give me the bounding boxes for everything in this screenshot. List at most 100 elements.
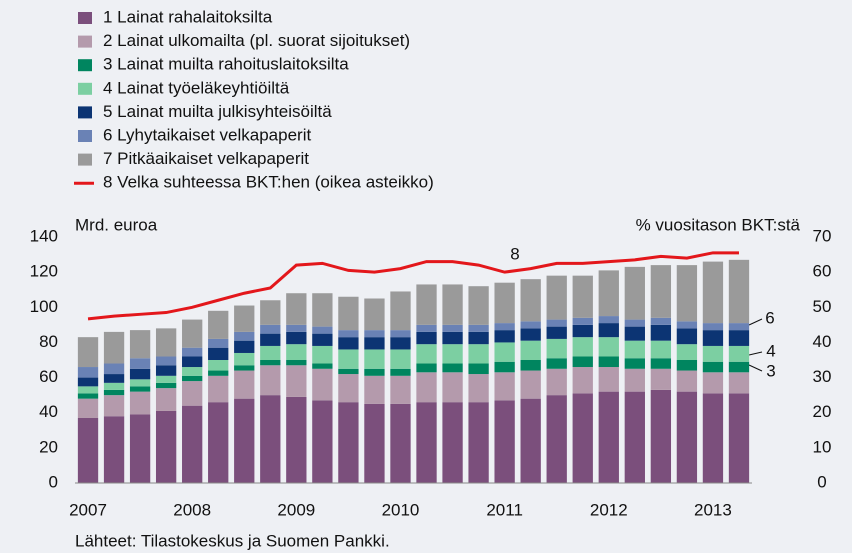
legend-label: 3 Lainat muilta rahoituslaitoksilta xyxy=(103,55,349,74)
y2-tick-label: 70 xyxy=(813,226,832,245)
bar-segment xyxy=(520,340,541,360)
annotation: 8 xyxy=(510,244,519,263)
bar-segment xyxy=(624,391,645,483)
bar-segment xyxy=(155,410,177,483)
bar-segment xyxy=(468,344,489,364)
annotation: 4 xyxy=(766,341,775,360)
bar-segment xyxy=(598,356,619,368)
bar-segment xyxy=(676,321,698,329)
bar-segment xyxy=(103,331,125,364)
bar-segment xyxy=(338,337,359,350)
bar-segment xyxy=(572,367,593,394)
bar-segment xyxy=(286,324,307,332)
bar-segment xyxy=(650,389,672,483)
bar-segment xyxy=(234,331,255,341)
bar-segment xyxy=(702,323,724,331)
x-tick-label: 2012 xyxy=(590,500,628,519)
bar-segment xyxy=(129,386,151,392)
x-tick-label: 2010 xyxy=(382,500,420,519)
bar-segment xyxy=(338,402,359,483)
y-tick-label: 120 xyxy=(30,262,58,281)
bar-segment xyxy=(416,372,437,403)
y-tick-label: 80 xyxy=(39,332,58,351)
legend-label: 6 Lyhytaikaiset velkapaperit xyxy=(103,125,311,144)
bar-segment xyxy=(208,375,229,403)
bar-segment xyxy=(650,368,672,390)
bar-segment xyxy=(442,324,463,332)
bar-segment xyxy=(208,338,229,348)
bar-segment xyxy=(728,393,750,483)
bar-segment xyxy=(155,365,177,376)
bar-segment xyxy=(546,338,567,359)
legend-label: 4 Lainat työeläkeyhtiöiltä xyxy=(103,78,290,97)
legend-swatch xyxy=(78,130,92,142)
legend-swatch xyxy=(78,35,92,48)
bar-segment xyxy=(77,386,99,394)
legend-label: 7 Pitkäaikaiset velkapaperit xyxy=(103,149,309,168)
bar-segment xyxy=(468,374,489,403)
bar-segment xyxy=(546,326,567,339)
bar-segment xyxy=(234,398,255,483)
bar-segment xyxy=(728,330,750,346)
bar-segment xyxy=(650,358,672,369)
bar-segment xyxy=(312,363,333,369)
y2-tick-label: 10 xyxy=(813,437,832,456)
bar-segment xyxy=(234,370,255,399)
bar-segment xyxy=(494,400,515,483)
bar-segment xyxy=(624,326,645,341)
legend-label: 5 Lainat muilta julkisyhteisöiltä xyxy=(103,102,332,121)
leader-line xyxy=(748,318,763,326)
bar-segment xyxy=(728,361,750,373)
bar-segment xyxy=(208,402,229,483)
bar-segment xyxy=(77,337,99,368)
bar-segment xyxy=(312,368,333,401)
line xyxy=(87,251,739,321)
bar-segment xyxy=(416,402,437,483)
annotation: 3 xyxy=(766,361,775,380)
bar-segment xyxy=(468,286,489,325)
bar-segment xyxy=(103,416,125,483)
y2-tick-label: 20 xyxy=(813,402,832,421)
bar-segment xyxy=(468,324,489,332)
bar-segment xyxy=(182,405,203,483)
bar-segment xyxy=(155,388,177,411)
y-tick-label: 100 xyxy=(30,297,58,316)
bar-segment xyxy=(129,391,151,415)
bar-segment xyxy=(546,275,567,320)
bar-segment xyxy=(390,403,411,483)
bar-segment xyxy=(572,356,593,368)
bar-segment xyxy=(728,345,750,362)
bar-segment xyxy=(364,403,385,483)
bar-segment xyxy=(494,323,515,331)
bar-segment xyxy=(286,293,307,325)
bar-segment xyxy=(468,402,489,483)
bar-segment xyxy=(702,330,724,346)
bar-segment xyxy=(468,363,489,375)
bar-segment xyxy=(182,381,203,406)
bar-segment xyxy=(312,333,333,346)
bar-segment xyxy=(260,395,281,483)
bar-segment xyxy=(390,330,411,338)
bar-segment xyxy=(338,349,359,369)
x-tick-label: 2007 xyxy=(69,500,107,519)
bar-segment xyxy=(442,344,463,364)
bar-segment xyxy=(676,370,698,392)
bar-segment xyxy=(77,377,99,387)
bar-segment xyxy=(546,368,567,396)
bar-segment xyxy=(676,344,698,360)
bar-segment xyxy=(182,356,203,368)
bar-segment xyxy=(598,316,619,324)
bar-segment xyxy=(442,402,463,483)
bar-segment xyxy=(260,345,281,360)
y2-tick-label: 40 xyxy=(813,332,832,351)
x-tick-label: 2009 xyxy=(277,500,315,519)
y2-tick-label: 30 xyxy=(813,367,832,386)
bar-segment xyxy=(390,368,411,376)
bar-segment xyxy=(572,393,593,483)
bar-segment xyxy=(728,259,750,324)
bar-segment xyxy=(364,368,385,376)
bar-segment xyxy=(260,333,281,346)
bar-segment xyxy=(129,330,151,359)
bar-segment xyxy=(286,344,307,360)
bar-segment xyxy=(520,398,541,483)
